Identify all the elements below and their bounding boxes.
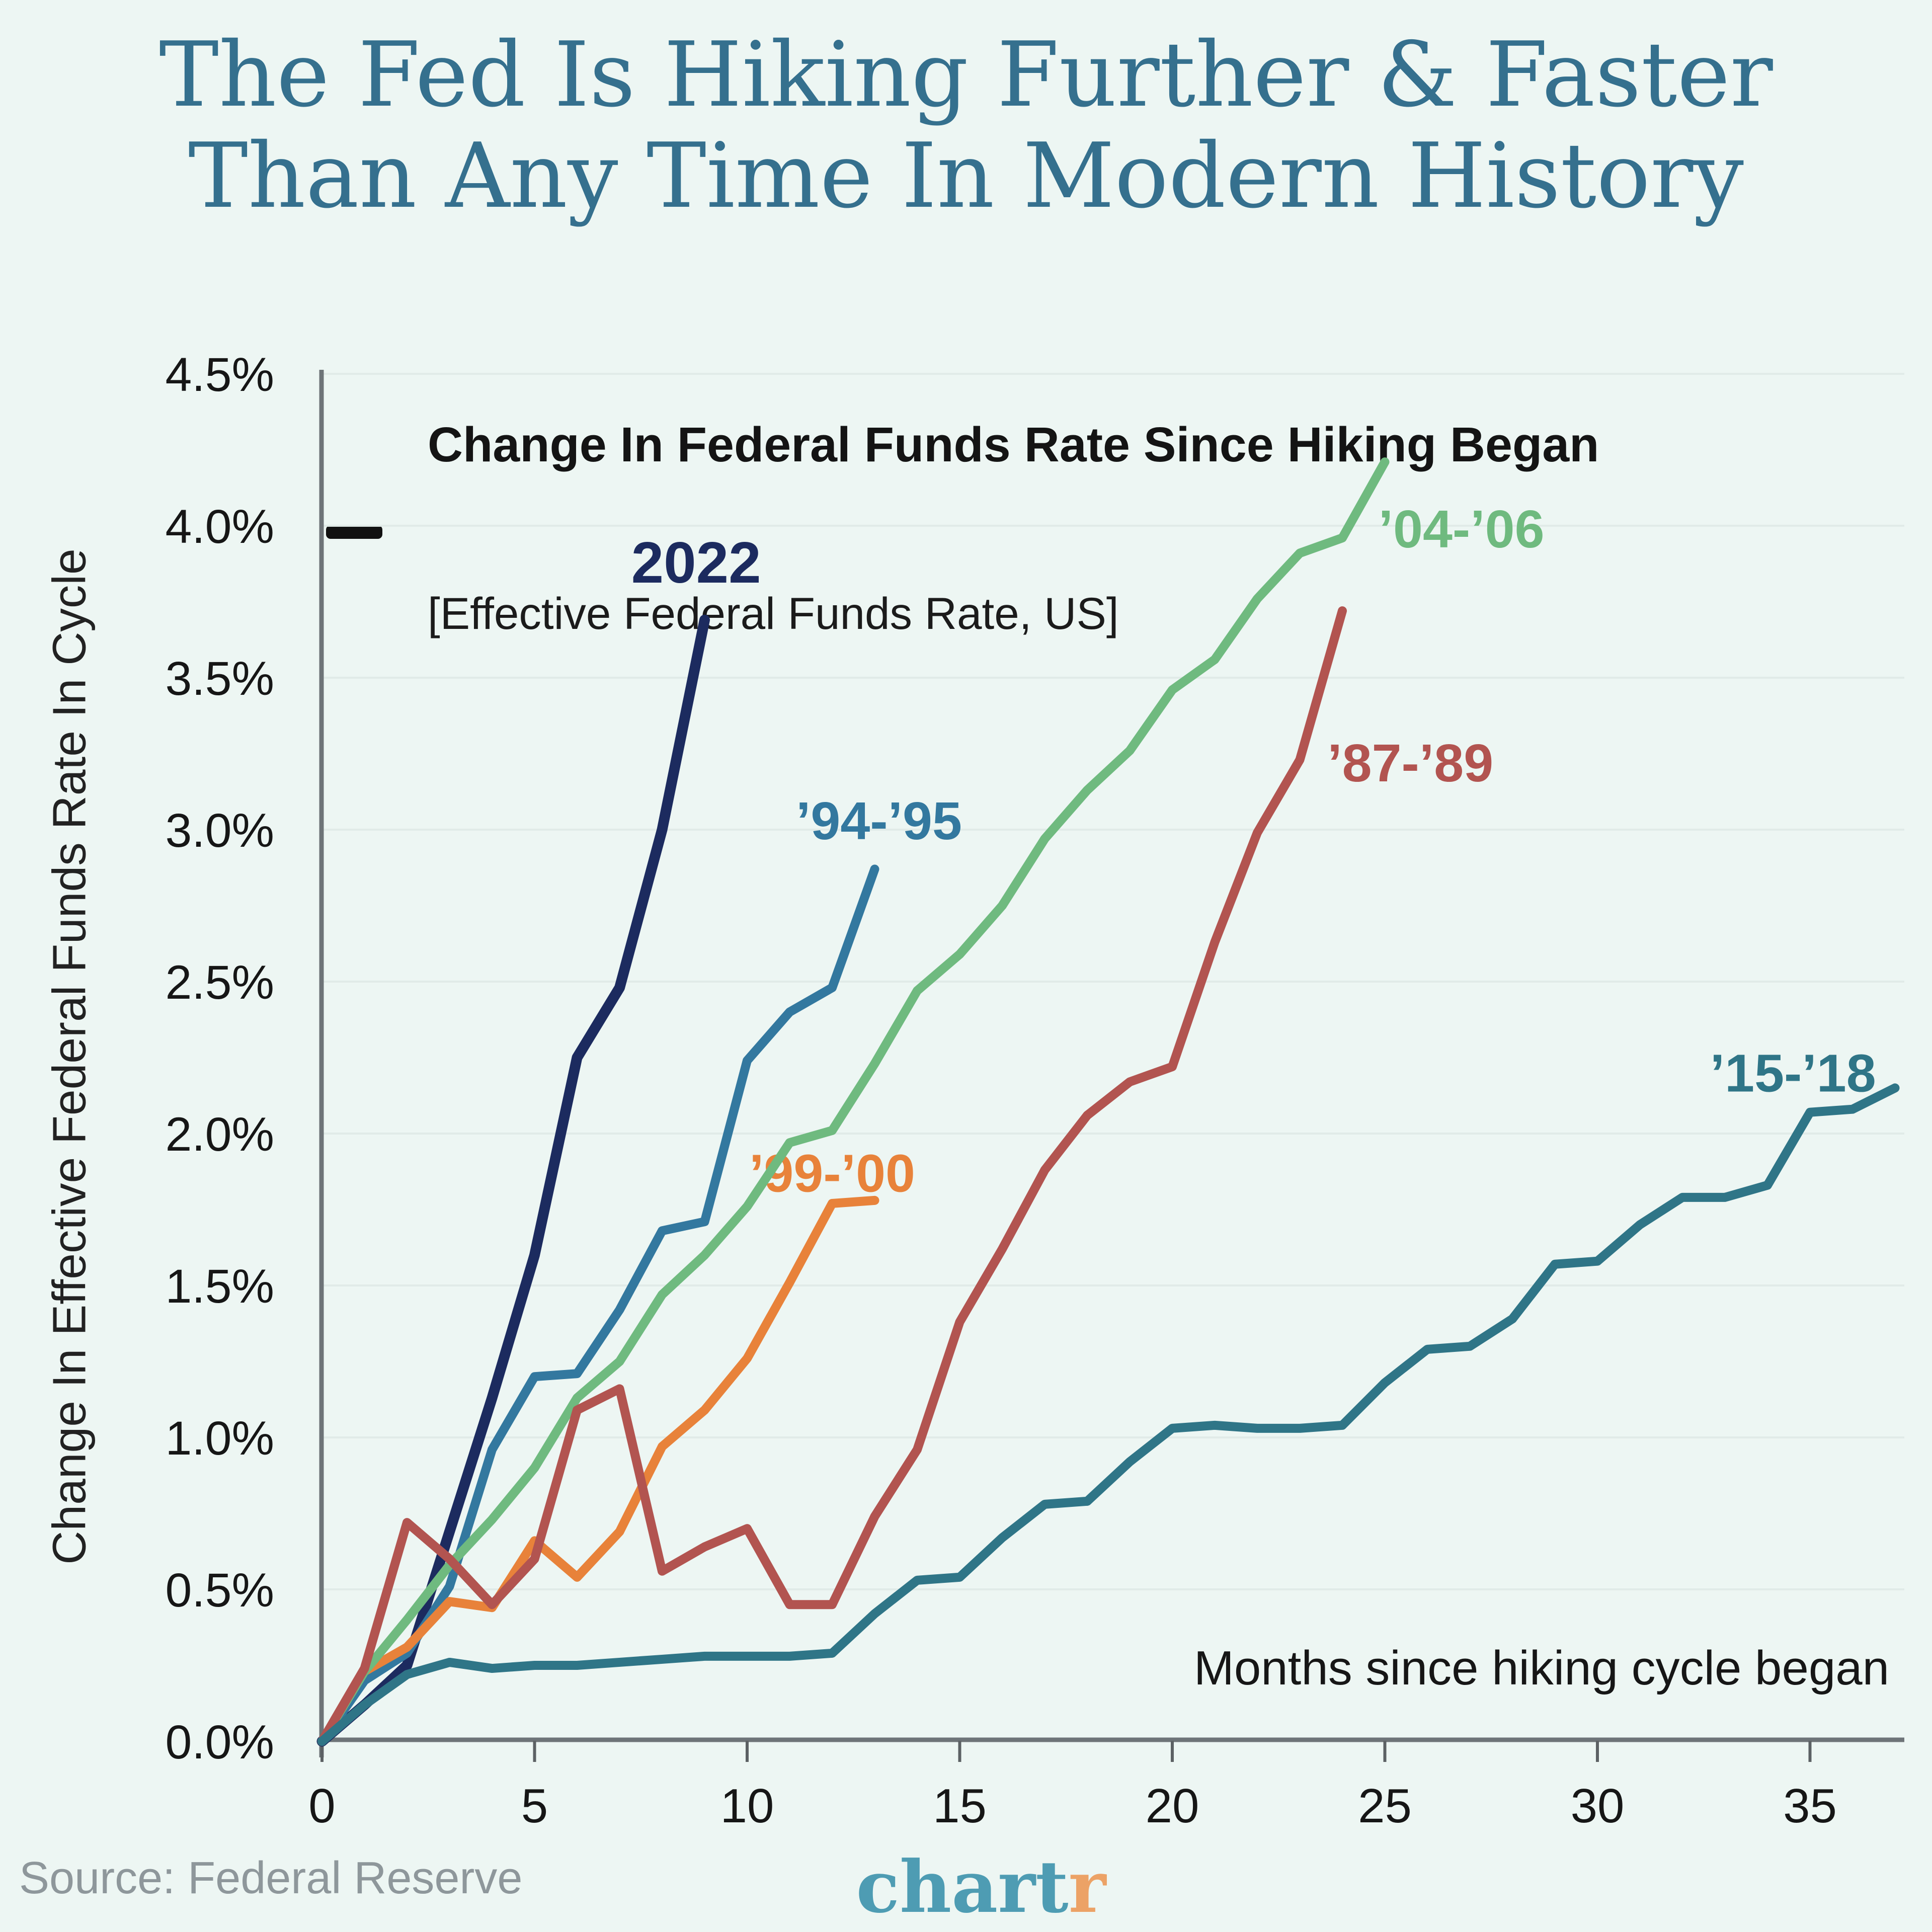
- y-tick-label: 0.0%: [165, 1716, 274, 1769]
- series-line-1518: [317, 1083, 1900, 1746]
- series-label-1518: ’15-’18: [1710, 1043, 1876, 1103]
- legend-title: Change In Federal Funds Rate Since Hikin…: [428, 417, 1599, 472]
- x-tick-label: 0: [308, 1779, 335, 1833]
- brand-logo: chartr: [856, 1845, 1106, 1929]
- y-tick-label: 2.0%: [165, 1108, 274, 1161]
- series-line-9495: [317, 864, 879, 1746]
- y-tick-label: 4.0%: [165, 500, 274, 553]
- y-tick-label: 4.5%: [165, 348, 274, 401]
- y-tick-label: 0.5%: [165, 1564, 274, 1617]
- x-axis-note: Months since hiking cycle began: [1194, 1641, 1889, 1695]
- legend-subtitle: [Effective Federal Funds Rate, US]: [428, 588, 1119, 638]
- x-tick-label: 25: [1358, 1779, 1412, 1833]
- series-label-8789: ’87-’89: [1327, 734, 1493, 793]
- series-line-0406: [317, 457, 1390, 1746]
- source-note: Source: Federal Reserve: [19, 1853, 523, 1903]
- y-tick-label: 2.5%: [165, 956, 274, 1009]
- x-tick-label: 30: [1571, 1779, 1625, 1833]
- series-label-9495: ’94-’95: [796, 791, 962, 851]
- brand-logo-accent: r: [1068, 1845, 1106, 1929]
- chart-main-title-line1: The Fed Is Hiking Further & Faster: [159, 23, 1773, 127]
- x-tick-label: 15: [933, 1779, 987, 1833]
- y-tick-label: 1.5%: [165, 1260, 274, 1313]
- y-tick-label: 1.0%: [165, 1412, 274, 1465]
- x-tick-label: 5: [521, 1779, 548, 1833]
- y-tick-label: 3.0%: [165, 804, 274, 857]
- x-tick-label: 20: [1146, 1779, 1199, 1833]
- brand-logo-main: chart: [856, 1845, 1069, 1929]
- chart-main-title: The Fed Is Hiking Further & Faster Than …: [0, 24, 1932, 226]
- series-line-8789: [317, 606, 1347, 1746]
- chart-main-title-line2: Than Any Time In Modern History: [188, 124, 1744, 228]
- x-tick-label: 10: [720, 1779, 774, 1833]
- series-line-9900: [317, 1195, 879, 1746]
- legend-line-swatch: [326, 525, 382, 539]
- series-label-2022: 2022: [631, 530, 761, 595]
- y-tick-label: 3.5%: [165, 652, 274, 705]
- x-tick-label: 35: [1783, 1779, 1837, 1833]
- series-label-0406: ’04-’06: [1379, 500, 1545, 559]
